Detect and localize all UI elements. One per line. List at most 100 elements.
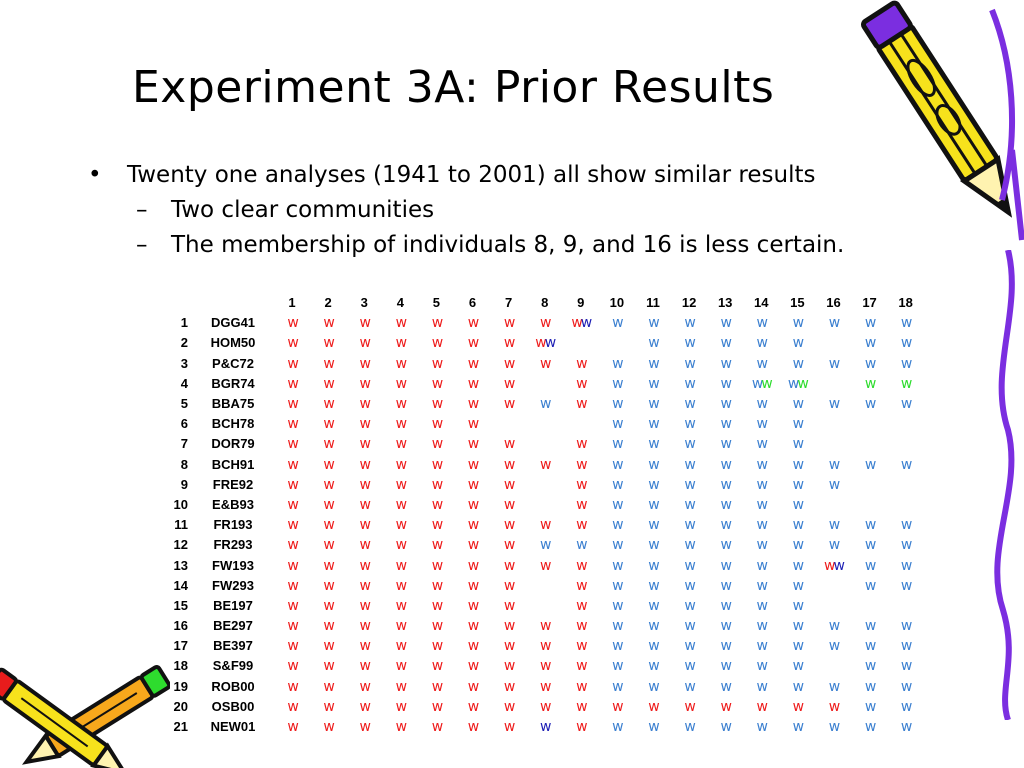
result-cell: w: [274, 616, 310, 636]
result-mark: w: [395, 678, 408, 695]
result-mark: w: [431, 396, 444, 413]
result-cell: w: [852, 374, 888, 394]
result-mark: w: [323, 618, 335, 635]
result-mark: w: [287, 416, 299, 433]
result-mark: w: [720, 618, 732, 635]
result-mark: w: [359, 476, 372, 493]
result-cell: w: [310, 697, 346, 717]
result-cell: w: [563, 475, 599, 495]
result-mark: w: [576, 577, 588, 594]
result-mark: w: [503, 618, 516, 635]
result-cell: [815, 434, 851, 454]
row-number: 14: [173, 577, 188, 593]
result-mark: w: [395, 719, 408, 736]
result-cell: w: [563, 374, 599, 394]
result-cell: w: [382, 414, 418, 434]
column-header: 7: [504, 295, 513, 311]
row-number: 8: [180, 456, 188, 472]
result-mark: w: [467, 517, 480, 534]
result-cell: ww: [779, 374, 815, 394]
result-cell: w: [310, 596, 346, 616]
result-cell: w: [635, 394, 671, 414]
result-cell: w: [346, 677, 382, 697]
result-mark: w: [503, 577, 516, 594]
result-cell: w: [418, 515, 454, 535]
result-mark: w: [684, 537, 696, 554]
result-cell: w: [852, 354, 888, 374]
result-mark: w: [395, 476, 408, 493]
column-header: 17: [862, 295, 877, 311]
result-mark: w: [467, 678, 480, 695]
result-cell: w: [491, 677, 527, 697]
result-cell: [888, 596, 924, 616]
result-mark: w: [792, 557, 805, 574]
result-cell: w: [274, 475, 310, 495]
result-mark: w: [648, 557, 660, 574]
result-mark: w: [864, 335, 877, 352]
result-cell: w: [346, 475, 382, 495]
result-mark: w: [684, 315, 696, 332]
result-mark: w: [467, 456, 480, 473]
result-cell: w: [491, 576, 527, 596]
result-mark: w: [684, 355, 696, 372]
column-header: 2: [324, 295, 332, 311]
result-cell: w: [852, 636, 888, 656]
result-cell: w: [274, 636, 310, 656]
result-cell: w: [671, 677, 707, 697]
result-cell: w: [310, 576, 346, 596]
result-cell: w: [454, 414, 490, 434]
result-cell: w: [815, 616, 851, 636]
result-mark: w: [287, 517, 299, 534]
result-mark: w: [576, 355, 588, 372]
result-cell: w: [274, 495, 310, 515]
result-mark: w: [684, 557, 696, 574]
result-cell: w: [635, 374, 671, 394]
result-cell: w: [310, 656, 346, 676]
table-row: 2 HOM50 w w w w w w w ww w w w w w w w: [172, 333, 924, 353]
result-cell: w: [382, 475, 418, 495]
result-mark: w: [287, 678, 299, 695]
result-cell: w: [274, 555, 310, 575]
result-cell: w: [563, 535, 599, 555]
result-mark: w: [900, 658, 913, 675]
result-mark: w: [287, 537, 299, 554]
result-cell: w: [635, 354, 671, 374]
result-mark: w: [612, 658, 624, 675]
result-cell: w: [635, 535, 671, 555]
table-row: 17 BE397 w w w w w w w w w w w w w w w w w w: [172, 636, 924, 656]
result-mark: w: [612, 416, 624, 433]
result-cell: w: [671, 333, 707, 353]
result-cell: w: [707, 697, 743, 717]
result-mark: w: [648, 719, 660, 736]
result-mark: w: [467, 476, 480, 493]
result-cell: w: [310, 475, 346, 495]
result-cell: w: [382, 656, 418, 676]
table-row: 19 ROB00 w w w w w w w w w w w w w w w w w w: [172, 677, 924, 697]
result-mark: w: [684, 436, 696, 453]
result-cell: w: [310, 717, 346, 737]
row-number: 12: [173, 537, 188, 553]
table-row: 12 FR293 w w w w w w w w w w w w w w w w w w: [172, 535, 924, 555]
result-mark: w: [503, 698, 516, 715]
result-cell: w: [743, 354, 779, 374]
result-mark: w: [648, 537, 660, 554]
result-cell: w: [418, 677, 454, 697]
result-mark: w: [864, 517, 877, 534]
result-mark: w: [539, 698, 552, 715]
result-mark: w: [648, 315, 660, 332]
result-mark: w: [792, 456, 805, 473]
result-cell: w: [635, 515, 671, 535]
result-mark: w: [756, 698, 769, 715]
result-mark: w: [467, 618, 480, 635]
result-mark: w: [323, 496, 335, 513]
result-mark: w: [684, 698, 696, 715]
result-mark: w: [359, 375, 372, 392]
result-mark: w: [612, 436, 624, 453]
result-mark: w: [467, 335, 480, 352]
result-mark: w: [720, 416, 732, 433]
result-mark: w: [828, 517, 841, 534]
result-cell: w: [527, 555, 563, 575]
result-mark: w: [539, 537, 552, 554]
result-cell: w: [310, 455, 346, 475]
result-cell: w: [635, 495, 671, 515]
